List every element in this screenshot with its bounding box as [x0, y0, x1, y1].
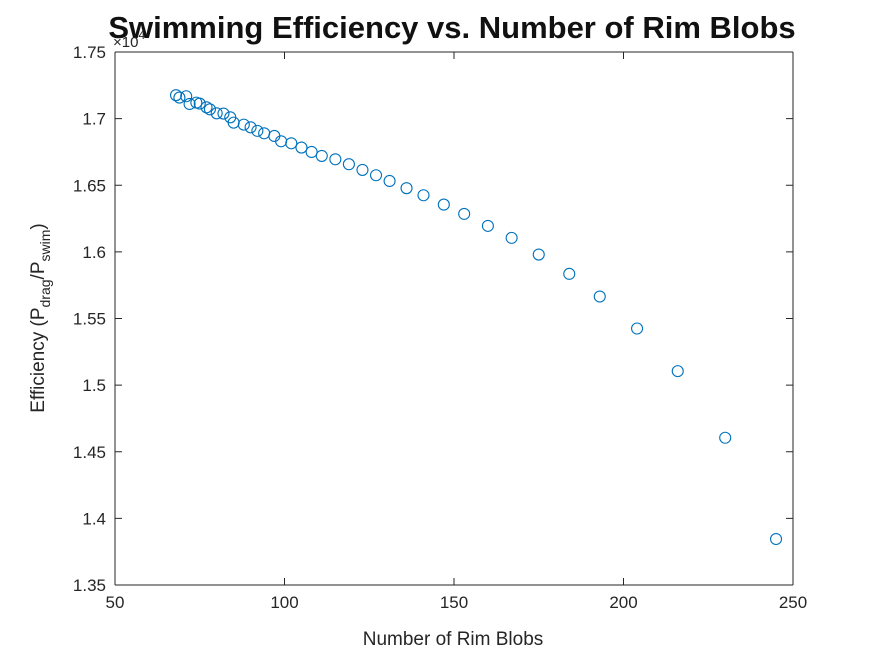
- chart-title: Swimming Efficiency vs. Number of Rim Bl…: [108, 10, 795, 45]
- x-tick-label: 250: [779, 593, 807, 612]
- data-point: [356, 163, 369, 176]
- data-point: [593, 290, 606, 303]
- data-point: [210, 107, 223, 120]
- data-point: [203, 103, 216, 116]
- y-label-prefix: Efficiency (P: [28, 307, 49, 412]
- data-point: [342, 158, 355, 171]
- data-point: [329, 153, 342, 166]
- y-tick-label: 1.75: [73, 43, 106, 62]
- data-point: [169, 89, 183, 102]
- y-tick-label: 1.4: [82, 509, 106, 528]
- x-tick-label: 100: [270, 593, 298, 612]
- data-point: [505, 231, 518, 244]
- data-point: [251, 124, 264, 137]
- data-series: [169, 89, 783, 546]
- data-point: [200, 101, 213, 114]
- data-point: [563, 267, 576, 280]
- data-point: [481, 219, 494, 232]
- data-point: [173, 91, 186, 104]
- data-point: [285, 137, 298, 150]
- y-exponent-label: ×104: [113, 28, 145, 51]
- data-point: [631, 322, 644, 335]
- y-label-sub-drag: drag: [37, 279, 53, 307]
- data-point: [315, 149, 328, 162]
- y-axis-ticks: 1.35 1.4 1.45 1.5 1.55 1.6 1.65 1.7 1.75: [73, 43, 793, 595]
- plot-area: [115, 52, 793, 585]
- data-point: [437, 198, 450, 211]
- data-point: [369, 169, 383, 182]
- y-tick-label: 1.65: [73, 176, 106, 195]
- y-tick-label: 1.45: [73, 443, 106, 462]
- x-tick-label: 150: [440, 593, 468, 612]
- y-label-sub-swim: swim: [37, 230, 53, 262]
- data-point: [671, 365, 684, 378]
- data-point: [180, 90, 193, 103]
- data-point: [305, 145, 318, 158]
- data-point: [769, 532, 783, 546]
- data-point: [719, 431, 732, 444]
- y-exponent-power: 4: [138, 28, 145, 42]
- data-point: [458, 207, 471, 220]
- data-point: [532, 248, 545, 261]
- x-axis-label: Number of Rim Blobs: [363, 629, 544, 650]
- data-point: [400, 182, 413, 195]
- data-point: [383, 174, 396, 188]
- y-tick-label: 1.7: [82, 110, 106, 129]
- x-tick-label: 50: [106, 593, 125, 612]
- y-tick-label: 1.5: [82, 376, 106, 395]
- y-exponent-base: ×10: [113, 34, 138, 51]
- data-point: [217, 107, 230, 120]
- data-point: [183, 97, 196, 111]
- data-point: [417, 189, 430, 202]
- y-label-suffix: ): [28, 223, 49, 229]
- y-axis-label: Efficiency (Pdrag/Pswim): [28, 223, 53, 412]
- y-tick-label: 1.35: [73, 576, 106, 595]
- data-point: [295, 141, 308, 154]
- data-point: [244, 121, 257, 134]
- y-tick-label: 1.55: [73, 310, 106, 329]
- y-label-mid: /P: [28, 261, 49, 279]
- data-point: [237, 118, 250, 131]
- data-point: [193, 97, 206, 110]
- x-axis-ticks: 50 100 150 200 250: [106, 52, 807, 612]
- y-tick-label: 1.6: [82, 243, 106, 262]
- x-tick-label: 200: [609, 593, 637, 612]
